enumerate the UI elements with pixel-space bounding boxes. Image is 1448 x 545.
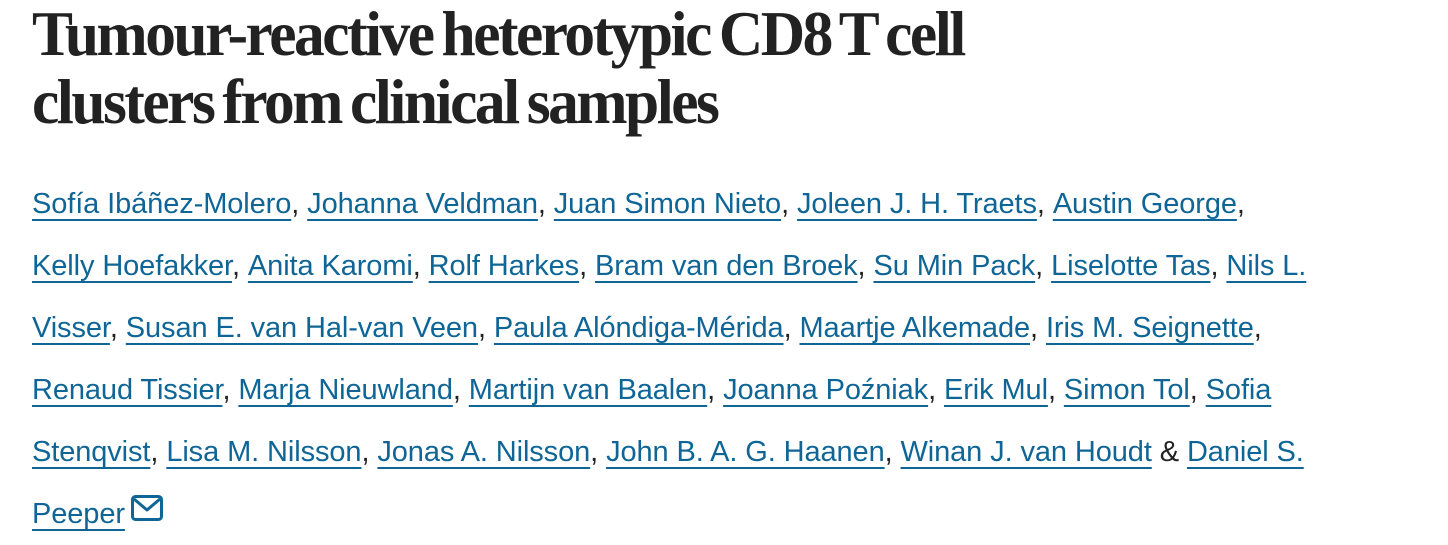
author-link[interactable]: Su Min Pack	[873, 250, 1036, 282]
author-separator: &	[1151, 436, 1187, 468]
author-item: Austin George,	[1053, 188, 1245, 220]
author-separator: ,	[222, 374, 239, 406]
author-link[interactable]: Jonas A. Nilsson	[377, 436, 591, 468]
author-item: Marja Nieuwland,	[238, 374, 468, 406]
author-item: Bram van den Broek,	[595, 250, 873, 282]
author-list: Sofía Ibáñez-Molero, Johanna Veldman, Ju…	[32, 173, 1312, 545]
author-item: Susan E. van Hal-van Veen,	[126, 312, 494, 344]
author-separator: ,	[361, 436, 378, 468]
author-separator: ,	[1030, 312, 1046, 344]
author-link[interactable]: Sofía Ibáñez-Molero	[32, 188, 292, 220]
author-separator: ,	[884, 436, 901, 468]
author-link[interactable]: Iris M. Seignette	[1045, 312, 1254, 344]
author-link[interactable]: Bram van den Broek	[594, 250, 858, 282]
author-separator: ,	[1189, 374, 1206, 406]
author-separator: ,	[783, 312, 800, 344]
author-link-corresponding[interactable]: Daniel S. Peeper	[32, 436, 1304, 530]
author-item: Su Min Pack,	[873, 250, 1051, 282]
author-link[interactable]: Paula Alóndiga-Mérida	[493, 312, 784, 344]
author-separator: ,	[579, 250, 595, 282]
mail-icon[interactable]	[130, 495, 163, 521]
author-item: Renaud Tissier,	[32, 374, 238, 406]
author-separator: ,	[109, 312, 126, 344]
author-item: John B. A. G. Haanen,	[606, 436, 900, 468]
author-item: Juan Simon Nieto,	[554, 188, 797, 220]
author-link[interactable]: Joleen J. H. Traets	[797, 188, 1037, 220]
author-separator: ,	[452, 374, 469, 406]
author-item: Martijn van Baalen,	[469, 374, 723, 406]
author-item: Lisa M. Nilsson,	[166, 436, 377, 468]
author-item: Iris M. Seignette,	[1046, 312, 1262, 344]
author-separator: ,	[1210, 250, 1227, 282]
author-link[interactable]: Johanna Veldman	[307, 188, 538, 220]
author-separator: ,	[1253, 312, 1262, 344]
author-link[interactable]: Joanna Poźniak	[723, 374, 929, 406]
author-link[interactable]: Martijn van Baalen	[468, 374, 708, 406]
author-item: Liselotte Tas,	[1051, 250, 1226, 282]
author-separator: ,	[928, 374, 944, 406]
author-separator: ,	[477, 312, 494, 344]
author-separator: ,	[150, 436, 167, 468]
author-item: Joleen J. H. Traets,	[797, 188, 1053, 220]
author-item: Nils L. Visser,	[32, 250, 1306, 344]
author-item: Maartje Alkemade,	[800, 312, 1046, 344]
author-separator: ,	[857, 250, 874, 282]
author-separator: ,	[291, 188, 308, 220]
author-link[interactable]: Marja Nieuwland	[238, 374, 453, 406]
author-item: Kelly Hoefakker,	[32, 250, 248, 282]
author-link[interactable]: Austin George	[1052, 188, 1237, 220]
author-separator: ,	[781, 188, 798, 220]
author-item: Erik Mul,	[944, 374, 1064, 406]
author-link[interactable]: Winan J. van Houdt	[900, 436, 1152, 468]
article-title: Tumour-reactive heterotypic CD8 T cell c…	[32, 0, 966, 137]
author-item: Simon Tol,	[1064, 374, 1206, 406]
author-item: Jonas A. Nilsson,	[377, 436, 606, 468]
author-link[interactable]: Rolf Harkes	[428, 250, 580, 282]
author-item: Sofía Ibáñez-Molero,	[32, 188, 307, 220]
author-link[interactable]: Nils L. Visser	[32, 250, 1307, 344]
author-item: Sofia Stenqvist,	[32, 374, 1271, 468]
author-link[interactable]: Liselotte Tas	[1051, 250, 1211, 282]
author-link[interactable]: Kelly Hoefakker	[32, 250, 232, 282]
author-separator: ,	[590, 436, 607, 468]
author-item: Rolf Harkes,	[429, 250, 595, 282]
author-item: Anita Karomi,	[248, 250, 429, 282]
author-link[interactable]: Juan Simon Nieto	[553, 188, 782, 220]
author-item: Paula Alóndiga-Mérida,	[494, 312, 800, 344]
author-separator: ,	[1047, 374, 1064, 406]
author-item-corresponding: Daniel S. Peeper	[32, 436, 1304, 530]
author-separator: ,	[1036, 188, 1053, 220]
author-link[interactable]: Maartje Alkemade	[799, 312, 1031, 344]
author-separator: ,	[412, 250, 429, 282]
author-link[interactable]: Simon Tol	[1063, 374, 1190, 406]
author-link[interactable]: Anita Karomi	[247, 250, 413, 282]
author-item: Johanna Veldman,	[307, 188, 554, 220]
author-item: Joanna Poźniak,	[723, 374, 944, 406]
article-header: Tumour-reactive heterotypic CD8 T cell c…	[32, 0, 1332, 545]
author-link[interactable]: Sofia Stenqvist	[32, 374, 1272, 468]
author-separator: ,	[707, 374, 724, 406]
author-separator: ,	[1035, 250, 1052, 282]
author-link[interactable]: Lisa M. Nilsson	[166, 436, 362, 468]
author-item: Winan J. van Houdt &	[901, 436, 1187, 468]
author-link[interactable]: John B. A. G. Haanen	[606, 436, 885, 468]
author-link[interactable]: Susan E. van Hal-van Veen	[125, 312, 478, 344]
author-separator: ,	[232, 250, 248, 282]
author-separator: ,	[1236, 188, 1245, 220]
author-separator: ,	[537, 188, 554, 220]
author-link[interactable]: Renaud Tissier	[32, 374, 223, 406]
author-link[interactable]: Erik Mul	[944, 374, 1048, 406]
